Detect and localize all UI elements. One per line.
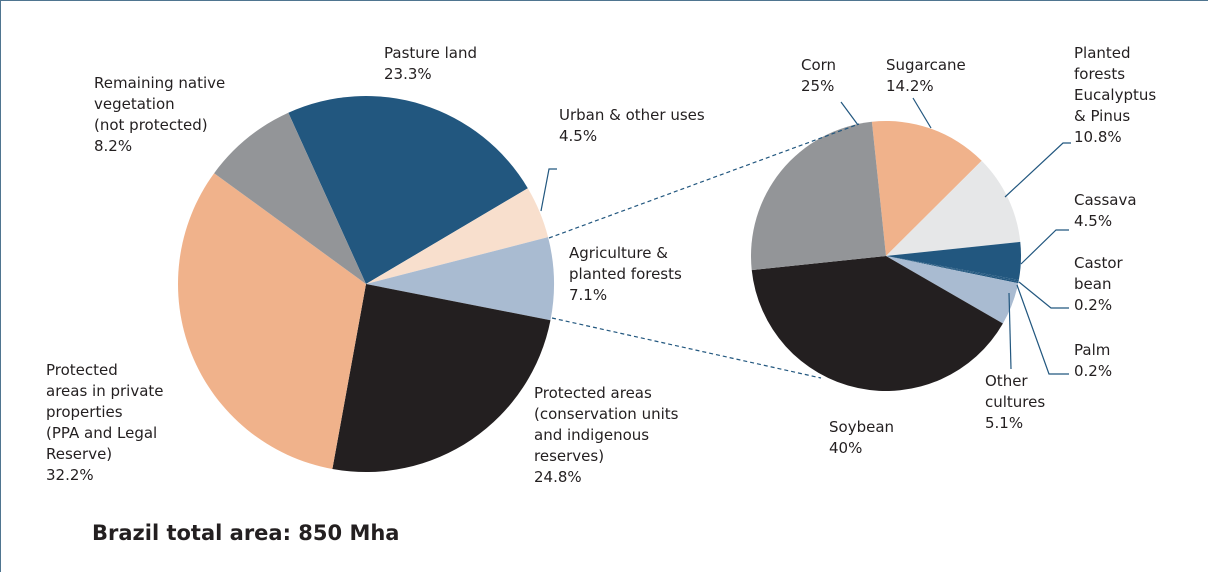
leader-line bbox=[1016, 284, 1069, 375]
pie-slice bbox=[366, 237, 554, 321]
category-label: Other cultures bbox=[985, 372, 1046, 411]
leader-line bbox=[912, 97, 932, 129]
leader-line bbox=[1020, 229, 1069, 265]
pie-slice bbox=[886, 160, 1021, 256]
pie-slice bbox=[366, 188, 549, 284]
pie-slice bbox=[214, 112, 366, 284]
leader-line bbox=[540, 168, 557, 212]
slice-label: Urban & other uses 4.5% bbox=[559, 105, 705, 147]
slice-label: Remaining native vegetation (not protect… bbox=[94, 73, 225, 157]
value-label: 0.2% bbox=[1074, 296, 1113, 314]
category-label: Protected areas (conservation units and … bbox=[534, 384, 679, 465]
value-label: 4.5% bbox=[559, 127, 598, 145]
value-label: 5.1% bbox=[985, 414, 1024, 432]
pie-slice bbox=[288, 96, 528, 284]
slice-label: Cassava 4.5% bbox=[1074, 190, 1137, 232]
value-label: 40% bbox=[829, 439, 863, 457]
category-label: Planted forests Eucalyptus & Pinus bbox=[1074, 44, 1157, 125]
slice-label: Planted forests Eucalyptus & Pinus 10.8% bbox=[1074, 43, 1156, 148]
chart-title: Brazil total area: 850 Mha bbox=[92, 521, 400, 545]
slice-label: Palm 0.2% bbox=[1074, 340, 1112, 382]
category-label: Urban & other uses bbox=[559, 106, 705, 124]
pie-slice bbox=[871, 120, 982, 256]
connector-line bbox=[548, 123, 860, 239]
pie-slice bbox=[886, 256, 1019, 284]
category-label: Corn bbox=[801, 56, 837, 74]
value-label: 25% bbox=[801, 77, 835, 95]
value-label: 4.5% bbox=[1074, 212, 1113, 230]
category-label: Castor bean bbox=[1074, 254, 1123, 293]
value-label: 8.2% bbox=[94, 137, 133, 155]
slice-label: Sugarcane 14.2% bbox=[886, 55, 966, 97]
slice-label: Soybean 40% bbox=[829, 417, 894, 459]
pie-slice bbox=[886, 241, 1021, 280]
slice-label: Agriculture & planted forests 7.1% bbox=[569, 243, 682, 306]
pie-slice bbox=[751, 256, 1003, 391]
leader-line bbox=[1008, 292, 1012, 370]
pie-slice bbox=[177, 173, 366, 469]
category-label: Remaining native vegetation (not protect… bbox=[94, 74, 226, 134]
category-label: Cassava bbox=[1074, 191, 1137, 209]
value-label: 0.2% bbox=[1074, 362, 1113, 380]
pie-slice bbox=[886, 256, 1019, 324]
slice-label: Protected areas (conservation units and … bbox=[534, 383, 678, 488]
leader-line bbox=[1018, 281, 1069, 309]
connector-line bbox=[551, 317, 822, 379]
value-label: 14.2% bbox=[886, 77, 934, 95]
value-label: 23.3% bbox=[384, 65, 432, 83]
connectors bbox=[540, 97, 1071, 379]
slice-label: Other cultures 5.1% bbox=[985, 371, 1045, 434]
category-label: Protected areas in private properties (P… bbox=[46, 361, 164, 463]
value-label: 10.8% bbox=[1074, 128, 1122, 146]
leader-line bbox=[1004, 142, 1071, 198]
category-label: Sugarcane bbox=[886, 56, 966, 74]
pie-slice bbox=[332, 284, 551, 472]
slice-label: Protected areas in private properties (P… bbox=[46, 360, 164, 486]
pie-slice bbox=[886, 256, 1019, 282]
category-label: Agriculture & planted forests bbox=[569, 244, 682, 283]
slice-label: Pasture land 23.3% bbox=[384, 43, 477, 85]
value-label: 24.8% bbox=[534, 468, 582, 486]
pie-slice bbox=[751, 121, 886, 271]
category-label: Soybean bbox=[829, 418, 895, 436]
leader-line bbox=[840, 101, 859, 126]
category-label: Pasture land bbox=[384, 44, 477, 62]
slice-label: Corn 25% bbox=[801, 55, 836, 97]
category-label: Palm bbox=[1074, 341, 1111, 359]
value-label: 32.2% bbox=[46, 466, 94, 484]
slice-label: Castor bean 0.2% bbox=[1074, 253, 1123, 316]
value-label: 7.1% bbox=[569, 286, 608, 304]
